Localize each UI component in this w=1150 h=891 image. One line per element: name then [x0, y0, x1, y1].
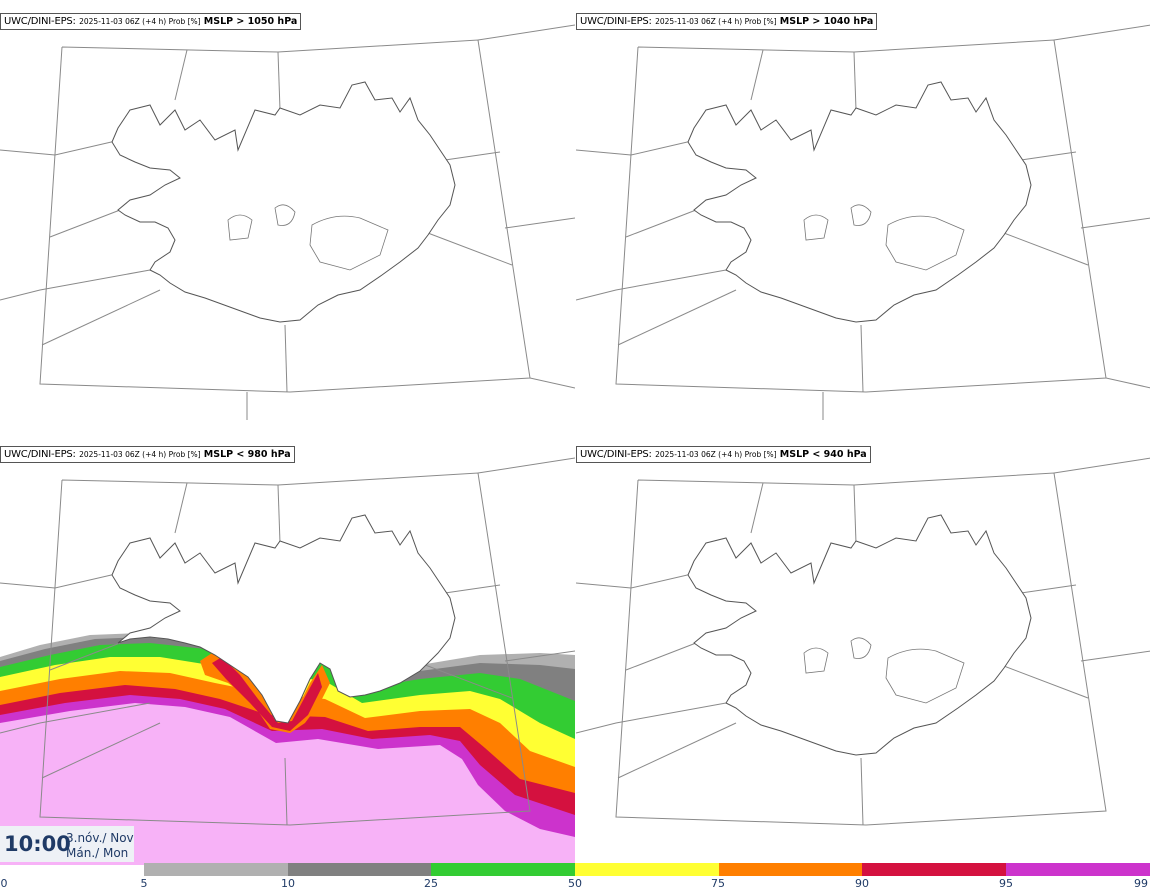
map-panel-2: UWC/DINI-EPS: 2025-11-03 06Z (+4 h) Prob…: [576, 0, 1150, 432]
panel-variable: MSLP < 940 hPa: [779, 449, 867, 460]
colorbar-tick: 99: [1134, 877, 1148, 890]
map-panel-4: UWC/DINI-EPS: 2025-11-03 06Z (+4 h) Prob…: [576, 433, 1150, 865]
colorbar-segment: [144, 863, 288, 876]
map-canvas: [0, 24, 575, 420]
panel-title: UWC/DINI-EPS: 2025-11-03 06Z (+4 h) Prob…: [0, 13, 302, 30]
colorbar-tick: 5: [140, 877, 148, 890]
colorbar-segment: [575, 863, 719, 876]
panel-meta: 2025-11-03 06Z (+4 h) Prob [%]: [79, 450, 201, 459]
colorbar-segment: [862, 863, 1006, 876]
panel-title: UWC/DINI-EPS: 2025-11-03 06Z (+4 h) Prob…: [0, 446, 295, 463]
map-panel-3: UWC/DINI-EPS: 2025-11-03 06Z (+4 h) Prob…: [0, 433, 575, 865]
panel-variable: MSLP < 980 hPa: [203, 449, 291, 460]
colorbar-tick: 75: [711, 877, 725, 890]
valid-weekday: Mán./ Mon: [66, 846, 129, 860]
iceland-coastline: [111, 81, 456, 323]
colorbar: [144, 863, 1150, 876]
valid-hour: 10:00: [4, 832, 71, 856]
panel-meta: 2025-11-03 06Z (+4 h) Prob [%]: [79, 17, 201, 26]
iceland-coastline: [687, 81, 1032, 323]
colorbar-segment: [431, 863, 575, 876]
map-canvas: [576, 24, 1150, 420]
colorbar-segment: [719, 863, 862, 876]
colorbar-segment: [288, 863, 431, 876]
panel-variable: MSLP > 1040 hPa: [779, 16, 874, 27]
iceland-coastline: [111, 514, 456, 724]
probability-shading: [0, 633, 575, 865]
map-panel-1: UWC/DINI-EPS: 2025-11-03 06Z (+4 h) Prob…: [0, 0, 575, 432]
panel-meta: 2025-11-03 06Z (+4 h) Prob [%]: [655, 450, 777, 459]
panel-title: UWC/DINI-EPS: 2025-11-03 06Z (+4 h) Prob…: [576, 13, 878, 30]
colorbar-tick: 90: [855, 877, 869, 890]
colorbar-tick: 25: [424, 877, 438, 890]
colorbar-tick: 50: [568, 877, 582, 890]
valid-time-box: 10:00 3.nóv./ Nov Mán./ Mon: [0, 826, 134, 862]
panel-title: UWC/DINI-EPS: 2025-11-03 06Z (+4 h) Prob…: [576, 446, 871, 463]
map-canvas: [576, 457, 1150, 826]
colorbar-segment: [1006, 863, 1150, 876]
panel-variable: MSLP > 1050 hPa: [203, 16, 298, 27]
panel-source: UWC/DINI-EPS: [580, 16, 649, 27]
prob-band-99: [0, 703, 575, 865]
panel-source: UWC/DINI-EPS: [4, 449, 73, 460]
panel-source: UWC/DINI-EPS: [580, 449, 649, 460]
panel-meta: 2025-11-03 06Z (+4 h) Prob [%]: [655, 17, 777, 26]
iceland-coastline: [687, 514, 1032, 756]
colorbar-tick: 10: [281, 877, 295, 890]
valid-date: 3.nóv./ Nov: [66, 831, 134, 845]
panel-source: UWC/DINI-EPS: [4, 16, 73, 27]
map-canvas: [0, 457, 575, 865]
colorbar-tick: 95: [999, 877, 1013, 890]
colorbar-tick: 0: [0, 877, 8, 890]
